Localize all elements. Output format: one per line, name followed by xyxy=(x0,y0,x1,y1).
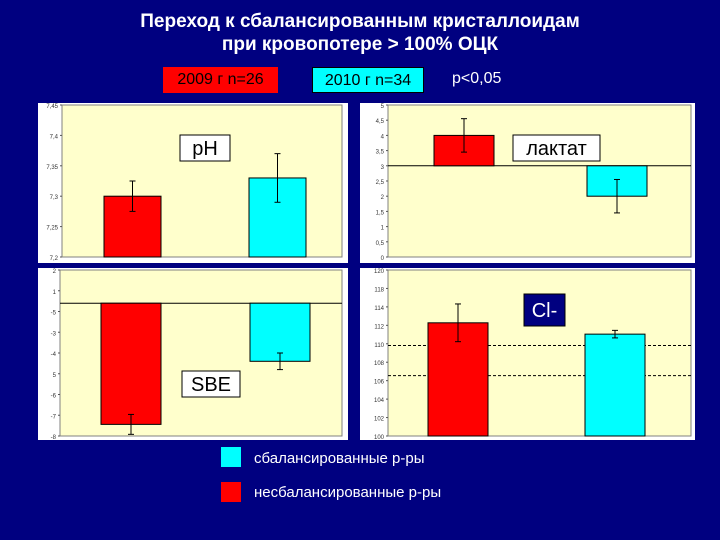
y-tick-label: -7 xyxy=(51,414,57,420)
y-tick-label: 4,5 xyxy=(376,119,385,125)
chloride-chart: 120 118 114 112 110 108 106 104 102 100 Cl- xyxy=(360,268,695,440)
y-tick-label: 106 xyxy=(374,380,385,386)
y-tick-label: 0,5 xyxy=(376,241,385,247)
y-tick-label: 1 xyxy=(53,290,57,296)
y-tick-label: 4 xyxy=(381,134,385,140)
y-tick-label: 2,5 xyxy=(376,180,385,186)
y-tick-label: 7,4 xyxy=(50,134,59,140)
chart-title: Переход к сбалансированным кристаллоидам… xyxy=(0,10,720,56)
legend-label-unbalanced: несбалансированные р-ры xyxy=(254,484,442,501)
y-tick-label: 7,2 xyxy=(50,256,59,262)
panel-label-box xyxy=(512,134,601,162)
panel-label: pH xyxy=(192,138,218,160)
y-tick-label: 2 xyxy=(381,195,385,201)
y-tick-label: 118 xyxy=(374,287,384,293)
bar-unbalanced xyxy=(427,322,489,437)
y-tick-label: 1,5 xyxy=(376,210,385,216)
y-tick-label: -6 xyxy=(51,394,57,400)
y-tick-label: 5 xyxy=(381,104,385,110)
panel-label-box xyxy=(179,134,231,162)
title-line-2: при кровопотере > 100% ОЦК xyxy=(221,34,499,55)
legend-swatch-unbalanced xyxy=(221,482,241,502)
y-tick-label: 7,45 xyxy=(46,104,58,110)
y-tick-label: 114 xyxy=(374,306,384,312)
y-tick-label: -8 xyxy=(51,435,57,440)
lactate-chart: 5 4,5 4 3,5 3 2,5 2 1,5 1 0,5 0 лактат xyxy=(360,103,695,263)
panel-label-box xyxy=(523,293,566,327)
bar-balanced xyxy=(249,302,311,362)
title-line-1: Переход к сбалансированным кристаллоидам xyxy=(140,11,580,32)
y-tick-label: 5 xyxy=(53,373,57,379)
y-tick-label: 120 xyxy=(374,269,385,275)
panel-chloride: 120 118 114 112 110 108 106 104 102 100 Cl- xyxy=(360,268,695,440)
panel-ph: 7,45 7,4 7,35 7,3 7,25 7,2 pH xyxy=(38,103,348,263)
y-tick-label: 7,25 xyxy=(46,226,58,232)
bar-balanced xyxy=(584,333,646,437)
y-tick-label: 104 xyxy=(374,398,385,404)
badge-2009: 2009 г n=26 xyxy=(163,67,278,93)
y-tick-label: 110 xyxy=(374,343,384,349)
y-tick-label: -4 xyxy=(51,352,57,358)
badge-2010: 2010 г n=34 xyxy=(312,67,424,93)
y-tick-label: 1 xyxy=(381,226,385,232)
legend-swatch-balanced xyxy=(221,447,241,467)
y-tick-label: 102 xyxy=(374,417,385,423)
panel-lactate: 5 4,5 4 3,5 3 2,5 2 1,5 1 0,5 0 лактат xyxy=(360,103,695,263)
y-tick-label: -5 xyxy=(51,311,57,317)
panel-label: SBE xyxy=(191,374,231,396)
panel-label: лактат xyxy=(526,138,587,160)
y-tick-label: 108 xyxy=(374,361,385,367)
y-tick-label: 112 xyxy=(374,324,384,330)
y-tick-label: 3,5 xyxy=(376,150,385,156)
p-value-label: p<0,05 xyxy=(452,70,502,87)
y-tick-label: -3 xyxy=(51,331,57,337)
y-tick-label: 2 xyxy=(53,269,57,275)
ph-chart: 7,45 7,4 7,35 7,3 7,25 7,2 pH xyxy=(38,103,348,263)
y-tick-label: 3 xyxy=(381,165,385,171)
bar-unbalanced xyxy=(100,302,162,425)
panel-label-box xyxy=(181,370,241,398)
sbe-chart: 2 1 -5 -3 -4 5 -6 -7 -8 SBE xyxy=(38,268,348,440)
y-tick-label: 7,3 xyxy=(50,195,59,201)
y-tick-label: 100 xyxy=(374,435,385,440)
y-tick-label: 7,35 xyxy=(46,165,58,171)
y-tick-label: 0 xyxy=(381,256,385,262)
panel-sbe: 2 1 -5 -3 -4 5 -6 -7 -8 SBE xyxy=(38,268,348,440)
panel-label: Cl- xyxy=(532,300,558,322)
legend-label-balanced: сбалансированные р-ры xyxy=(254,450,425,467)
